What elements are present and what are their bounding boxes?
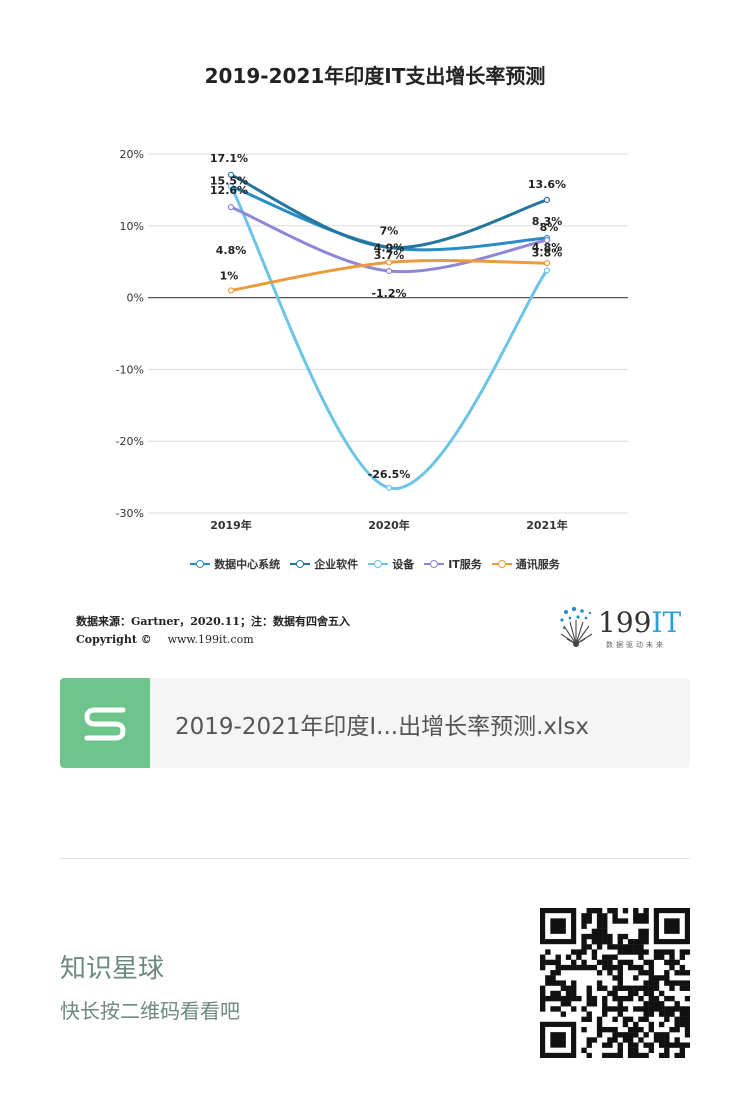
data-point [385,484,393,491]
logo-text-199: 199 [598,606,652,639]
copyright-text: Copyright © [76,633,152,646]
data-label: 4.9% [374,241,405,254]
data-label: -26.5% [368,468,411,481]
data-point [385,259,393,266]
legend-marker [368,558,389,570]
data-label: 17.1% [210,152,248,165]
x-tick-label: 2019年 [210,518,252,532]
data-label: 12.6% [210,184,248,197]
spreadsheet-icon [60,678,150,768]
logo-tagline: 数据驱动未来 [606,641,666,649]
data-point [227,204,235,211]
data-label: 15.5% [210,174,248,187]
legend-item: 通讯服务 [491,556,560,572]
data-label: 4.8% [532,241,563,254]
data-label: 7% [380,224,399,237]
footer-title: 知识星球 [60,954,165,984]
data-point [543,267,551,274]
brand-logo: 199IT 数据驱动未来 [556,602,686,652]
data-label: 8% [540,221,559,234]
x-tick-label: 2020年 [368,518,410,532]
file-name: 2019-2021年印度I...出增长率预测.xlsx [175,714,589,740]
data-point [227,171,235,178]
y-tick-label: -10% [116,363,144,376]
data-label: 3.8% [532,246,563,259]
legend-marker [491,558,512,570]
legend-marker [190,558,211,570]
data-label: 3.7% [374,249,405,262]
legend-label: 设备 [392,558,415,571]
data-point [385,244,393,251]
data-point [227,183,235,190]
legend-item: 设备 [368,556,414,572]
y-tick-label: -20% [116,435,144,448]
data-point [543,196,551,204]
legend-item: 企业软件 [290,556,358,572]
data-point [385,267,393,275]
legend-label: 数据中心系统 [214,558,281,571]
y-tick-label: -30% [116,507,144,520]
file-attachment-card[interactable]: 2019-2021年印度I...出增长率预测.xlsx [60,678,690,768]
legend-marker [290,558,311,570]
footer-subtitle: 快长按二维码看看吧 [60,999,240,1023]
data-point [227,287,235,294]
data-point [543,237,551,244]
copyright-line: Copyright © www.199it.com [76,633,254,646]
legend-label: 企业软件 [314,558,359,571]
legend-item: 数据中心系统 [190,556,280,572]
logo-text-it: IT [651,606,682,639]
dandelion-icon [560,606,593,647]
legend-item: IT服务 [424,556,482,572]
chart-area: 20% 10% 0% -10% -20% -30% 2019年 2020年 2021年 17.1%… [116,148,628,532]
data-label: 4.8% [216,244,247,257]
x-tick-label: 2021年 [526,518,568,532]
chart-legend: 数据中心系统 企业软件 设备 IT服务 通讯服务 [0,556,750,573]
data-point [543,260,551,267]
data-label: 13.6% [528,178,566,191]
y-tick-label: 20% [120,148,144,161]
legend-label: IT服务 [448,558,482,571]
data-label: -1.2% [371,287,406,300]
divider [60,858,690,859]
data-label: 1% [220,269,239,282]
y-tick-label: 0% [127,292,144,305]
y-tick-label: 10% [120,220,144,233]
website-link[interactable]: www.199it.com [167,633,254,646]
source-note: 数据来源：Gartner，2020.11；注：数据有四舍五入 [76,615,350,628]
chart-title: 2019-2021年印度IT支出增长率预测 [204,64,546,88]
legend-marker [424,558,445,570]
data-label: 8.3% [532,215,563,228]
legend-label: 通讯服务 [515,558,560,571]
qr-code[interactable] [540,908,690,1058]
